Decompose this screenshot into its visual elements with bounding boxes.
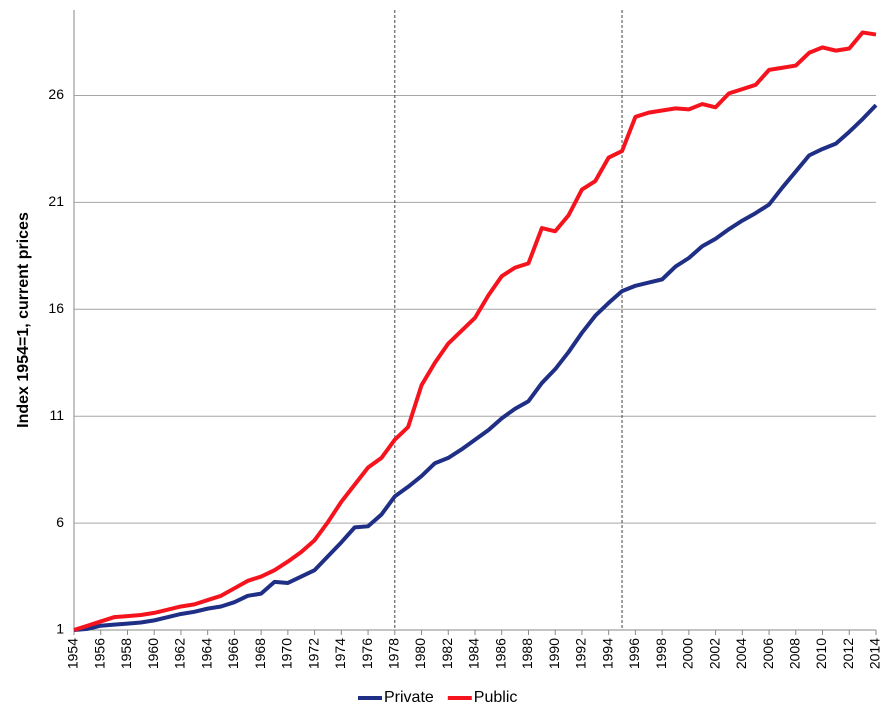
x-tick-label: 1976 [359, 638, 375, 669]
x-tick-label: 1968 [252, 638, 268, 669]
x-tick-label: 1982 [439, 638, 455, 669]
x-tick-label: 2000 [680, 638, 696, 669]
x-tick-label: 1978 [386, 638, 402, 669]
legend-label: Public [474, 689, 518, 706]
x-tick-label: 1972 [305, 638, 321, 669]
x-tick-label: 2004 [733, 638, 749, 669]
x-tick-label: 2008 [787, 638, 803, 669]
x-tick-label: 1956 [91, 638, 107, 669]
legend-label: Private [384, 689, 434, 706]
x-tick-label: 1958 [118, 638, 134, 669]
x-tick-label: 1996 [626, 638, 642, 669]
x-tick-label: 2014 [867, 638, 883, 669]
y-tick-label: 21 [48, 193, 64, 209]
x-tick-label: 1970 [279, 638, 295, 669]
y-tick-label: 26 [48, 86, 64, 102]
x-tick-label: 1986 [492, 638, 508, 669]
x-tick-label: 1960 [145, 638, 161, 669]
x-tick-label: 1962 [172, 638, 188, 669]
x-tick-label: 2012 [840, 638, 856, 669]
x-tick-label: 1980 [412, 638, 428, 669]
x-tick-label: 1974 [332, 638, 348, 669]
y-tick-label: 1 [56, 621, 64, 637]
y-tick-label: 16 [48, 300, 64, 316]
x-tick-label: 1990 [546, 638, 562, 669]
x-tick-label: 1994 [599, 638, 615, 669]
x-tick-label: 1984 [466, 638, 482, 669]
x-tick-label: 1988 [519, 638, 535, 669]
y-tick-label: 11 [49, 407, 64, 423]
series-line [73, 103, 878, 632]
x-tick-label: 2010 [813, 638, 829, 669]
series-line [73, 30, 877, 632]
y-tick-label: 6 [56, 514, 64, 530]
x-tick-label: 2002 [706, 638, 722, 669]
x-tick-label: 1964 [198, 638, 214, 669]
y-axis-label: Index 1954=1, current prices [15, 212, 32, 428]
x-tick-label: 1998 [653, 638, 669, 669]
x-tick-label: 1992 [573, 638, 589, 669]
x-tick-label: 1966 [225, 638, 241, 669]
x-tick-label: 2006 [760, 638, 776, 669]
x-tick-label: 1954 [65, 638, 81, 669]
